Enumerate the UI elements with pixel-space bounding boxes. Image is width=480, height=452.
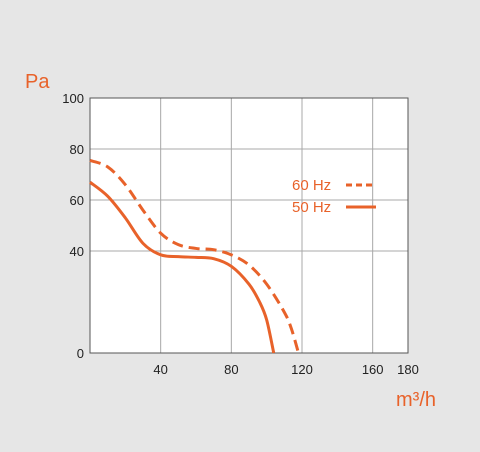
x-tick-label: 120: [291, 362, 313, 377]
series-line-50hz: [89, 180, 276, 354]
y-tick-label: 100: [62, 91, 84, 106]
x-tick-label: 80: [224, 362, 238, 377]
legend: 60 Hz 50 Hz: [292, 177, 376, 216]
x-tick-labels: 40 80 120 160 180: [153, 362, 418, 377]
x-unit-label: m³/h: [396, 389, 436, 411]
y-tick-label: 0: [77, 346, 84, 361]
plot-area: [90, 98, 408, 353]
legend-label-50hz: 50 Hz: [292, 199, 331, 216]
grid-lines: [90, 98, 408, 353]
series-lines: [89, 159, 300, 354]
y-unit-label: Pa: [25, 71, 50, 93]
plot-frame: [89, 97, 409, 354]
x-tick-label: 180: [397, 362, 419, 377]
x-tick-label: 40: [153, 362, 167, 377]
series-line-60hz: [89, 159, 300, 354]
y-tick-labels: 0 40 60 80 100: [62, 91, 84, 361]
legend-label-60hz: 60 Hz: [292, 177, 331, 194]
y-tick-label: 60: [70, 193, 84, 208]
x-tick-label: 160: [362, 362, 384, 377]
y-tick-label: 40: [70, 244, 84, 259]
y-tick-label: 80: [70, 142, 84, 157]
